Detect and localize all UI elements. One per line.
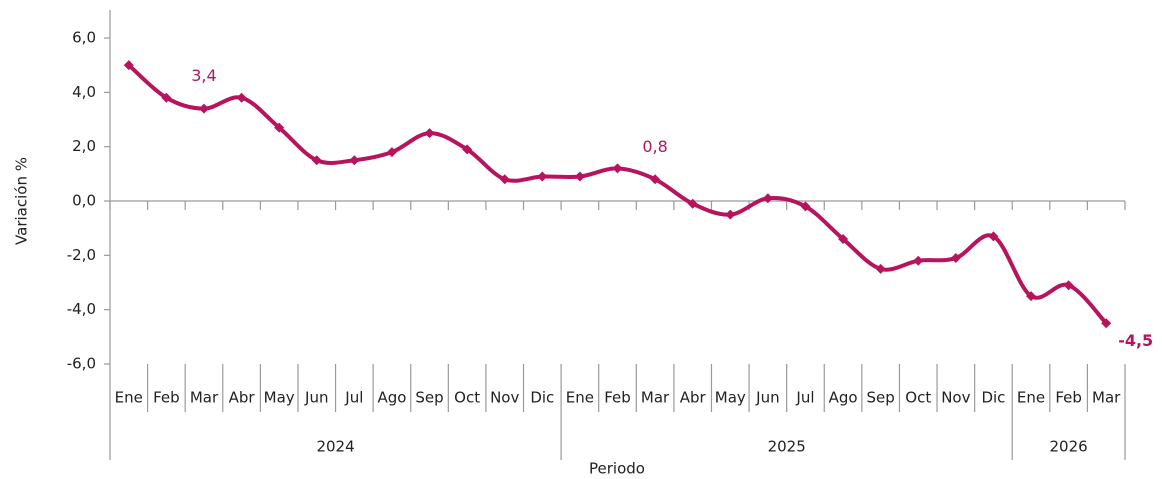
x-axis-label: Periodo [589, 460, 645, 478]
x-tick-label: Mar [1092, 389, 1121, 407]
x-tick-label: May [715, 389, 746, 407]
x-tick-label: Mar [190, 389, 219, 407]
y-tick-label: 2,0 [72, 137, 96, 155]
marker [612, 163, 623, 174]
marker [838, 234, 849, 245]
marker [499, 174, 510, 185]
x-tick-label: Sep [867, 389, 895, 407]
data-label: 0,8 [642, 137, 667, 156]
x-tick-label: Abr [680, 389, 707, 407]
marker [988, 231, 999, 242]
marker [800, 201, 811, 212]
x-tick-label: Jul [795, 389, 814, 407]
x-tick-label: Feb [153, 389, 180, 407]
x-tick-label: Ago [829, 389, 858, 407]
y-tick-label: 4,0 [72, 83, 96, 101]
y-tick-label: 6,0 [72, 29, 96, 47]
marker [198, 103, 209, 114]
x-tick-label: Ago [377, 389, 406, 407]
marker [650, 174, 661, 185]
y-tick-label: -6,0 [67, 355, 96, 373]
marker [311, 155, 322, 166]
data-label: -4,5 [1118, 331, 1153, 350]
marker [1063, 280, 1074, 291]
marker [1101, 318, 1112, 329]
marker [274, 122, 285, 133]
x-tick-label: Jul [344, 389, 363, 407]
marker [537, 171, 548, 182]
year-label: 2024 [316, 438, 354, 456]
y-tick-label: -2,0 [67, 246, 96, 264]
marker [762, 193, 773, 204]
marker [1026, 291, 1037, 302]
marker [462, 144, 473, 155]
x-tick-label: Nov [941, 389, 970, 407]
x-tick-label: Dic [530, 389, 554, 407]
x-tick-label: Dic [981, 389, 1005, 407]
x-tick-label: Abr [229, 389, 256, 407]
year-label: 2026 [1050, 438, 1088, 456]
marker [725, 209, 736, 220]
marker [386, 147, 397, 158]
x-tick-label: Ene [1017, 389, 1045, 407]
x-tick-label: Ene [566, 389, 594, 407]
marker [574, 171, 585, 182]
x-tick-label: Jun [755, 389, 779, 407]
x-tick-label: Feb [604, 389, 631, 407]
x-tick-label: Sep [415, 389, 443, 407]
x-tick-label: Mar [641, 389, 670, 407]
marker [687, 198, 698, 209]
marker [875, 263, 886, 274]
x-tick-label: Oct [454, 389, 480, 407]
x-tick-label: Feb [1055, 389, 1082, 407]
x-tick-label: Jun [304, 389, 328, 407]
marker [123, 60, 134, 71]
year-label: 2025 [768, 438, 806, 456]
marker [349, 155, 360, 166]
marker [161, 92, 172, 103]
x-tick-label: Nov [490, 389, 519, 407]
marker [913, 255, 924, 266]
x-tick-label: Ene [115, 389, 143, 407]
x-tick-label: May [264, 389, 295, 407]
y-tick-label: -4,0 [67, 300, 96, 318]
marker [236, 92, 247, 103]
y-axis-label: Variación % [13, 157, 31, 245]
x-tick-label: Oct [905, 389, 931, 407]
y-tick-label: 0,0 [72, 192, 96, 210]
data-label: 3,4 [191, 66, 216, 85]
marker [950, 253, 961, 264]
marker [424, 128, 435, 139]
line [127, 63, 1108, 325]
